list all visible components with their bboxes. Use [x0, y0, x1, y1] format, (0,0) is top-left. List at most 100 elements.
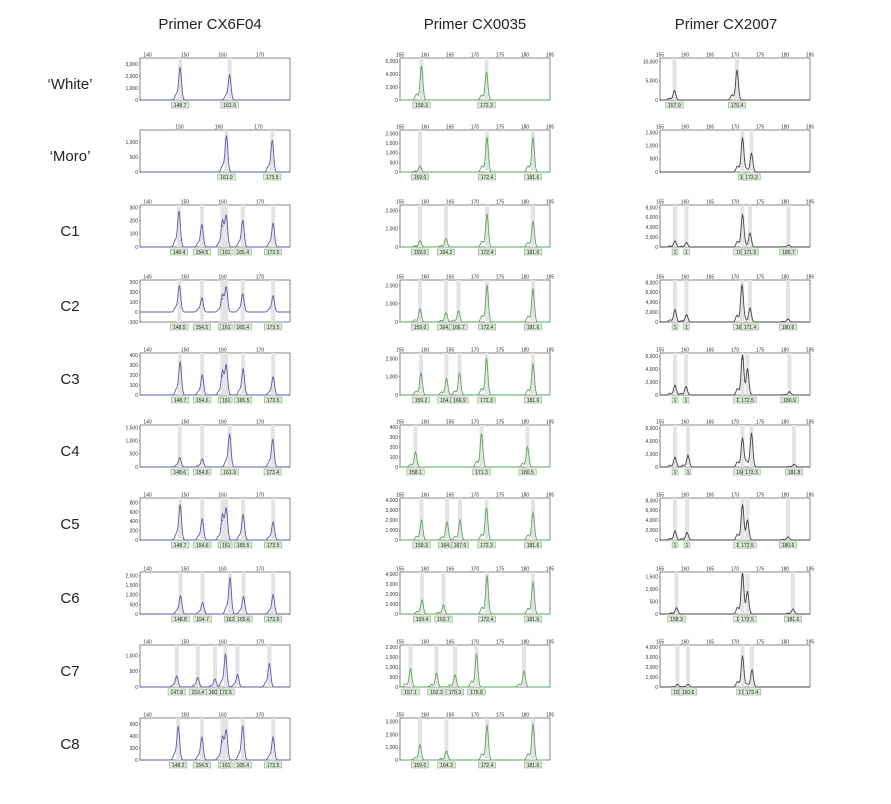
peak-label-box [779, 248, 798, 256]
peak-label-box [682, 396, 690, 404]
x-tick-label: 175 [756, 493, 765, 499]
x-tick-label: 175 [756, 567, 765, 573]
x-tick-label: 180 [781, 200, 790, 206]
y-tick-label: 1,000 [645, 675, 658, 681]
peak-point [787, 318, 789, 320]
x-tick-label: 165 [706, 348, 715, 354]
peak-label-box [411, 248, 429, 256]
peak-label-text: 157.1 [404, 690, 417, 696]
x-tick-label: 165 [446, 275, 455, 281]
x-tick-label: 180 [781, 420, 790, 426]
peak-label-box [478, 323, 496, 331]
peak-point [676, 683, 679, 686]
peak-label-text: 154.6 [196, 543, 209, 549]
peak-label-text: 162 [226, 617, 235, 623]
peak-point [179, 67, 181, 69]
peak-label-box [171, 101, 190, 109]
x-tick-label: 150 [181, 567, 190, 573]
x-tick-label: 155 [656, 275, 665, 281]
peak-label-box [193, 615, 212, 623]
electropherogram-cx0035: 155 160 165 170 175 180 185 0 2,000 4,000 6,000 159… [385, 53, 554, 109]
peak-label: 166.7 [449, 323, 468, 331]
allele-bin [220, 353, 225, 395]
peak-label: 170.3 [446, 688, 464, 696]
peak-label: 180.5 [518, 468, 537, 476]
peak-label-text: 161.9 [223, 103, 236, 109]
peak-point [749, 232, 751, 234]
peak-point [485, 71, 488, 73]
x-tick-label: 165 [446, 713, 455, 719]
peak-label: 159.2 [412, 396, 430, 404]
peak-point [179, 361, 181, 363]
peak-point [532, 723, 534, 725]
peak-label: 159.0 [411, 173, 429, 181]
peak-label-box [478, 173, 496, 181]
y-tick-label: 100 [390, 455, 399, 461]
electropherogram-cx0035: 155 160 165 170 175 180 185 0 1,000 2,000 3,000 4,0… [385, 567, 554, 623]
peak-label: 159.0 [411, 323, 429, 331]
allele-bin [271, 572, 276, 614]
peak-label-text: 173.4 [746, 690, 759, 696]
x-tick-label: 170 [471, 125, 480, 131]
x-tick-label: 175 [496, 713, 505, 719]
peak-label-text: 159.0 [414, 175, 427, 181]
peak-label-box [220, 101, 239, 109]
allele-bin [418, 718, 422, 760]
x-tick-label: 160 [218, 420, 227, 426]
peak-point [532, 137, 534, 139]
peak-label-box [167, 688, 186, 696]
y-tick-label: 0 [135, 758, 138, 764]
y-tick-label: 1,000 [645, 587, 658, 593]
allele-bin [271, 718, 276, 760]
peak-point [486, 213, 488, 215]
x-tick-label: 165 [446, 125, 455, 131]
peak-label-text: 1 [674, 325, 677, 331]
allele-bin [413, 425, 418, 467]
x-tick-label: 155 [396, 348, 405, 354]
allele-bin [227, 58, 232, 100]
allele-bin [224, 498, 229, 540]
y-tick-label: 8,000 [645, 498, 658, 504]
peak-label-text: 164.3 [440, 763, 453, 769]
peak-label-text: 1 [685, 398, 688, 404]
y-tick-label: 2,000 [385, 645, 398, 651]
peak-point [741, 137, 744, 139]
allele-bin [178, 353, 183, 395]
allele-bin [684, 205, 689, 247]
x-tick-label: 170 [471, 275, 480, 281]
peak-label-text: 161 [222, 398, 231, 404]
peak-label-box [234, 615, 253, 623]
x-tick-label: 165 [446, 640, 455, 646]
x-tick-label: 170 [731, 640, 740, 646]
peak-label-text: 1 [686, 543, 689, 549]
peak-label-text: 173.5 [267, 763, 280, 769]
x-tick-label: 160 [681, 53, 690, 59]
y-tick-label: 0 [655, 612, 658, 618]
x-tick-label: 165 [706, 53, 715, 59]
peak-point [442, 604, 445, 606]
allele-bin [673, 353, 677, 395]
peak-point [485, 507, 488, 509]
peak-point [674, 384, 676, 386]
peak-point [750, 432, 753, 434]
peak-label: 172.3 [477, 541, 496, 549]
peak-point [272, 736, 274, 738]
plot-frame [139, 571, 291, 615]
y-tick-label: 3,000 [385, 720, 398, 726]
x-tick-label: 155 [396, 125, 405, 131]
electropherogram-cx6f04: 1401501601700100200300148.4154.516161165… [130, 200, 291, 256]
y-tick-label: 2,000 [385, 592, 398, 598]
x-tick-label: 160 [681, 348, 690, 354]
x-tick-label: 185 [806, 53, 815, 59]
peak-label-box [220, 761, 233, 769]
peak-label: 1 [683, 248, 690, 256]
x-tick-label: 165 [706, 125, 715, 131]
trace-line [140, 504, 290, 541]
peak-label-text: 165.5 [237, 398, 250, 404]
peak-label: 1 [671, 323, 679, 331]
peak-label: 181.8 [785, 468, 803, 476]
x-tick-label: 160 [218, 567, 227, 573]
peak-label: 148.6 [170, 468, 189, 476]
y-tick-label: 4,000 [385, 572, 398, 578]
